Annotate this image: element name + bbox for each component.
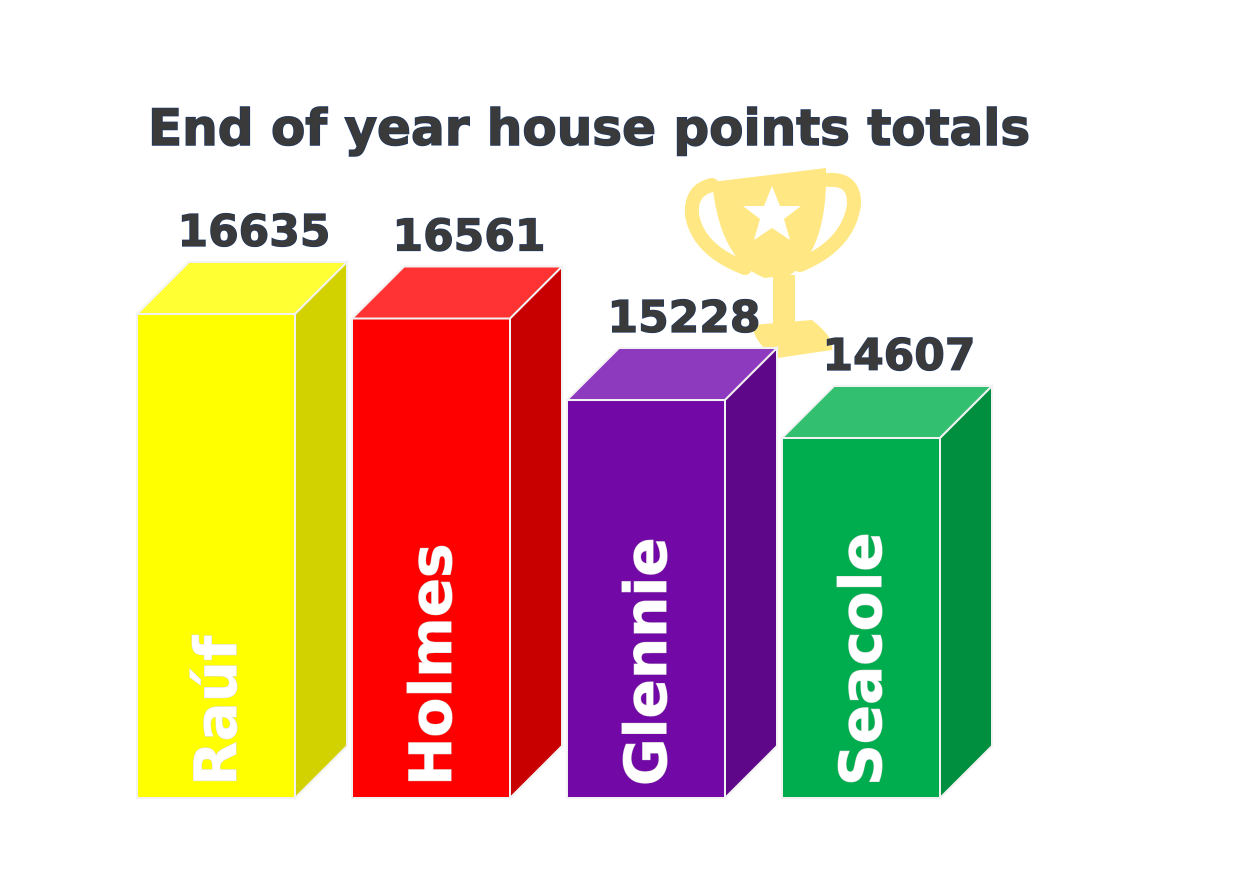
bar-holmes: 16561 Holmes <box>349 210 565 801</box>
bar-front-face <box>351 317 511 799</box>
bar-value-label: 16635 <box>177 206 330 257</box>
trophy-icon <box>684 168 861 358</box>
bar-side-face <box>294 259 348 801</box>
bar-category-label: Holmes <box>397 543 465 786</box>
bar-side-face <box>509 264 563 801</box>
chart-title: End of year house points totals <box>148 99 1030 157</box>
bar-raúf: 16635 Raúf <box>134 205 350 801</box>
bar-seacole: 14607 Seacole <box>779 329 995 801</box>
bar-value-label: 15228 <box>607 292 760 343</box>
bar-glennie: 15228 Glennie <box>564 291 780 801</box>
bar-side-face <box>724 345 778 801</box>
bar-front-face <box>566 399 726 799</box>
bar-value-label: 14607 <box>822 330 975 381</box>
bar-category-label: Glennie <box>612 537 680 786</box>
bar-category-label: Raúf <box>182 635 250 786</box>
bar-value-label: 16561 <box>392 211 545 262</box>
bar-front-face <box>136 313 296 799</box>
bar-side-face <box>939 383 993 801</box>
bar-category-label: Seacole <box>827 532 895 786</box>
bar-front-face <box>781 437 941 799</box>
bars-group: 16635 Raúf 16561 Holmes 15228 Glennie 14607 Sea… <box>134 205 995 801</box>
